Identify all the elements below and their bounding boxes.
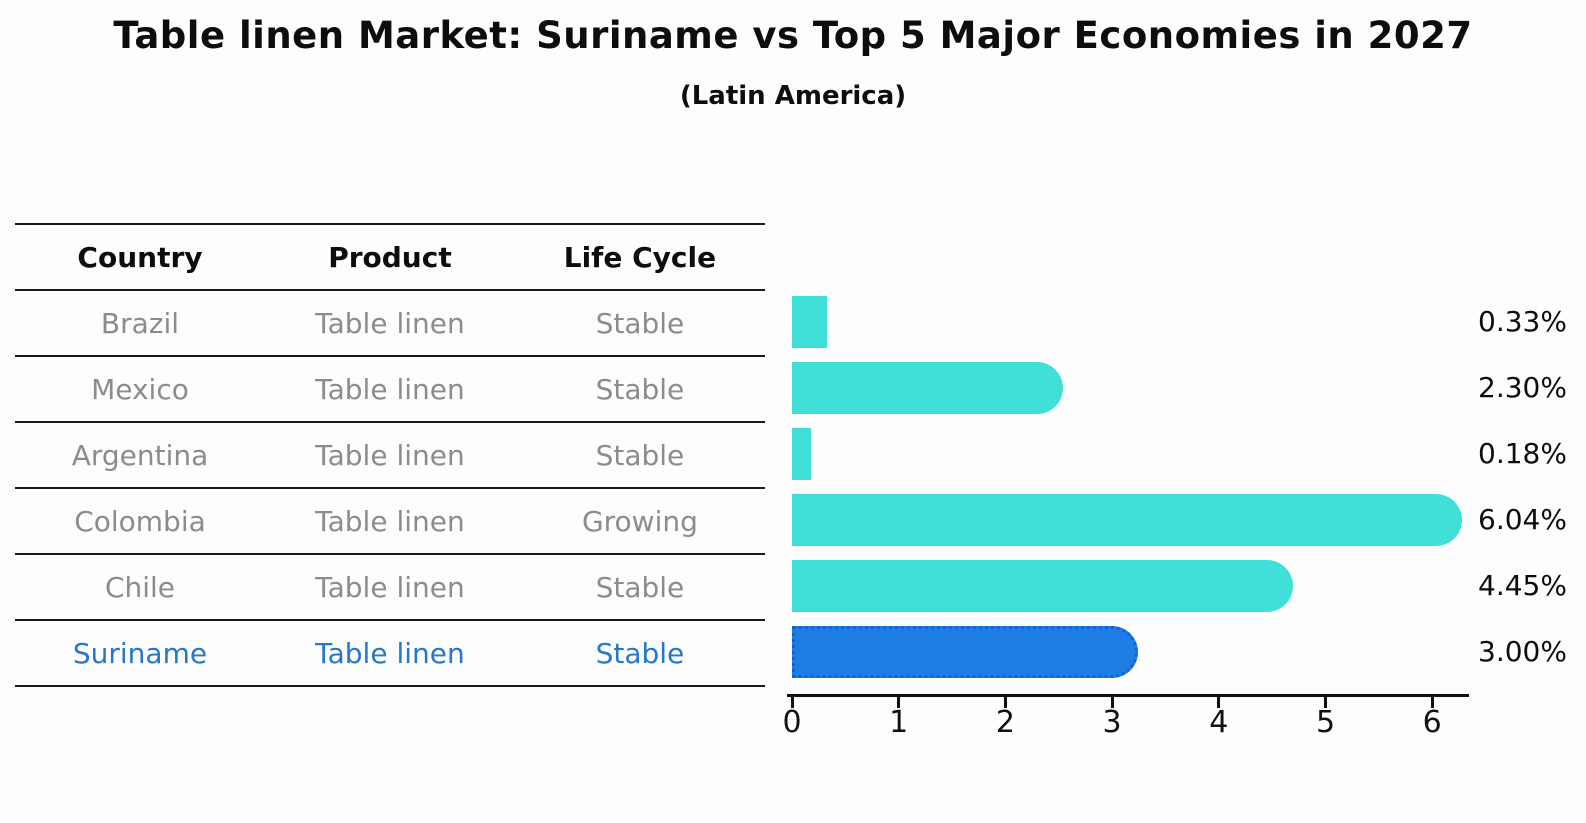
x-axis-tick-label: 0 [782,705,802,740]
product-cell: Table linen [315,438,465,472]
country-cell: Mexico [91,372,189,406]
table-row-brazil: Brazil Table linen Stable [15,291,765,357]
table-row-mexico: Mexico Table linen Stable [15,357,765,423]
bar-value-label: 3.00% [1478,635,1567,668]
x-axis-tick-label: 4 [1209,705,1229,740]
column-header-country: Country [77,240,203,274]
country-cell: Argentina [71,438,209,472]
product-cell: Table linen [315,636,465,670]
bar-value-label: 4.45% [1478,569,1567,602]
bar-value-label: 6.04% [1478,503,1567,536]
x-axis-tick-label: 3 [1102,705,1122,740]
page-subtitle: (Latin America) [679,81,907,111]
product-cell: Table linen [315,306,465,340]
bar-brazil [792,296,827,348]
product-cell: Table linen [315,504,465,538]
life-cycle-cell: Growing [581,504,698,538]
x-axis-tick-label: 6 [1422,705,1442,740]
x-axis-tick-label: 2 [995,705,1015,740]
page-title: Table linen Market: Suriname vs Top 5 Ma… [113,14,1473,57]
column-header-life-cycle: Life Cycle [563,240,717,274]
life-cycle-cell: Stable [595,570,685,604]
bar-value-label: 2.30% [1478,371,1567,404]
table-row-chile: Chile Table linen Stable [15,555,765,621]
x-axis-tick [1110,697,1114,708]
country-cell: Suriname [72,636,208,670]
x-axis-line [787,694,1469,697]
comparison-table: Country Product Life Cycle Brazil Table l… [15,223,765,687]
x-axis-tick [1217,697,1221,708]
x-axis-tick [1324,697,1327,708]
table-row-colombia: Colombia Table linen Growing [15,489,765,555]
bar-argentina [792,428,811,480]
life-cycle-cell: Stable [595,636,685,670]
bar-value-label: 0.33% [1478,305,1567,338]
x-axis-tick [1003,697,1007,708]
x-axis-tick [1430,697,1434,708]
x-axis-tick-label: 1 [889,705,909,740]
life-cycle-cell: Stable [595,306,685,340]
country-cell: Brazil [100,306,180,340]
life-cycle-cell: Stable [595,438,685,472]
life-cycle-cell: Stable [595,372,685,406]
bar-chile [792,560,1293,612]
bar-mexico [792,362,1063,414]
column-header-product: Product [328,240,452,274]
x-axis-tick-label: 5 [1315,705,1336,740]
x-axis-tick [897,697,901,708]
table-header-row: Country Product Life Cycle [15,225,765,291]
bar-suriname [792,626,1138,678]
country-cell: Colombia [74,504,206,538]
product-cell: Table linen [315,570,465,604]
bar-colombia [792,494,1462,546]
x-axis-tick [790,697,794,708]
country-cell: Chile [104,570,176,604]
bar-value-label: 0.18% [1478,437,1567,470]
table-row-suriname: Suriname Table linen Stable [15,621,765,687]
table-row-argentina: Argentina Table linen Stable [15,423,765,489]
product-cell: Table linen [315,372,465,406]
